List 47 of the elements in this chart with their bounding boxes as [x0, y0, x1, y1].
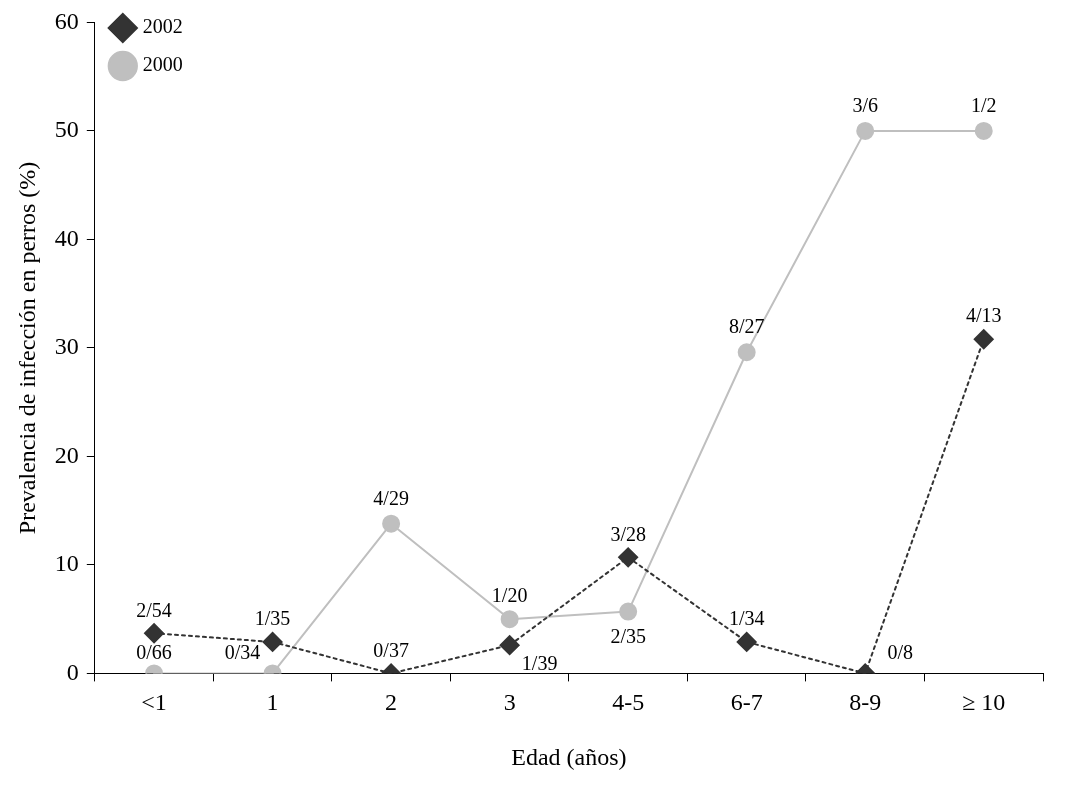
point [737, 343, 756, 362]
annotation: 4/29 [373, 486, 409, 509]
annotation: 1/39 [521, 652, 558, 675]
annotation: 0/34 [224, 640, 261, 663]
point [618, 547, 639, 568]
x-tick-label: 2 [385, 689, 398, 716]
point [262, 631, 283, 652]
x-tick-label: 6-7 [730, 689, 763, 716]
annotation: 3/6 [852, 94, 878, 117]
annotation: 8/27 [728, 315, 765, 338]
point [974, 121, 993, 140]
x-tick-label: <1 [141, 689, 167, 716]
y-tick-label: 10 [54, 550, 79, 577]
annotation: 2/35 [610, 624, 646, 647]
x-tick-label: 3 [503, 689, 516, 716]
x-tick-label: ≥ 10 [962, 689, 1006, 716]
point [856, 121, 875, 140]
annotation: 4/13 [965, 304, 1002, 327]
y-tick-label: 60 [54, 7, 79, 34]
legend-label: 2000 [142, 53, 183, 76]
annotation: 1/35 [254, 607, 291, 630]
point [144, 623, 165, 644]
annotation: 0/8 [887, 640, 913, 663]
annotation: 0/66 [136, 640, 172, 663]
annotation: 0/37 [373, 638, 409, 661]
y-tick-label: 30 [54, 333, 79, 360]
point [500, 610, 519, 629]
y-axis-title: Prevalencia de infección en perros (%) [13, 161, 40, 535]
point [619, 602, 638, 621]
annotation: 2/54 [136, 598, 172, 621]
point [736, 631, 757, 652]
x-tick-label: 4-5 [612, 689, 645, 716]
point [499, 635, 520, 656]
x-tick-label: 8-9 [849, 689, 882, 716]
x-tick-label: 1 [266, 689, 279, 716]
y-tick-label: 20 [54, 441, 79, 468]
legend-label: 2002 [142, 15, 183, 38]
point [973, 329, 994, 350]
annotation: 1/2 [970, 94, 997, 117]
y-tick-label: 0 [66, 658, 79, 685]
y-tick-label: 40 [54, 224, 79, 251]
annotation: 1/20 [491, 584, 528, 607]
x-axis-title: Edad (años) [511, 743, 627, 770]
y-tick-label: 50 [54, 116, 79, 143]
point [382, 514, 401, 533]
annotation: 3/28 [610, 522, 646, 545]
annotation: 1/34 [728, 607, 765, 630]
